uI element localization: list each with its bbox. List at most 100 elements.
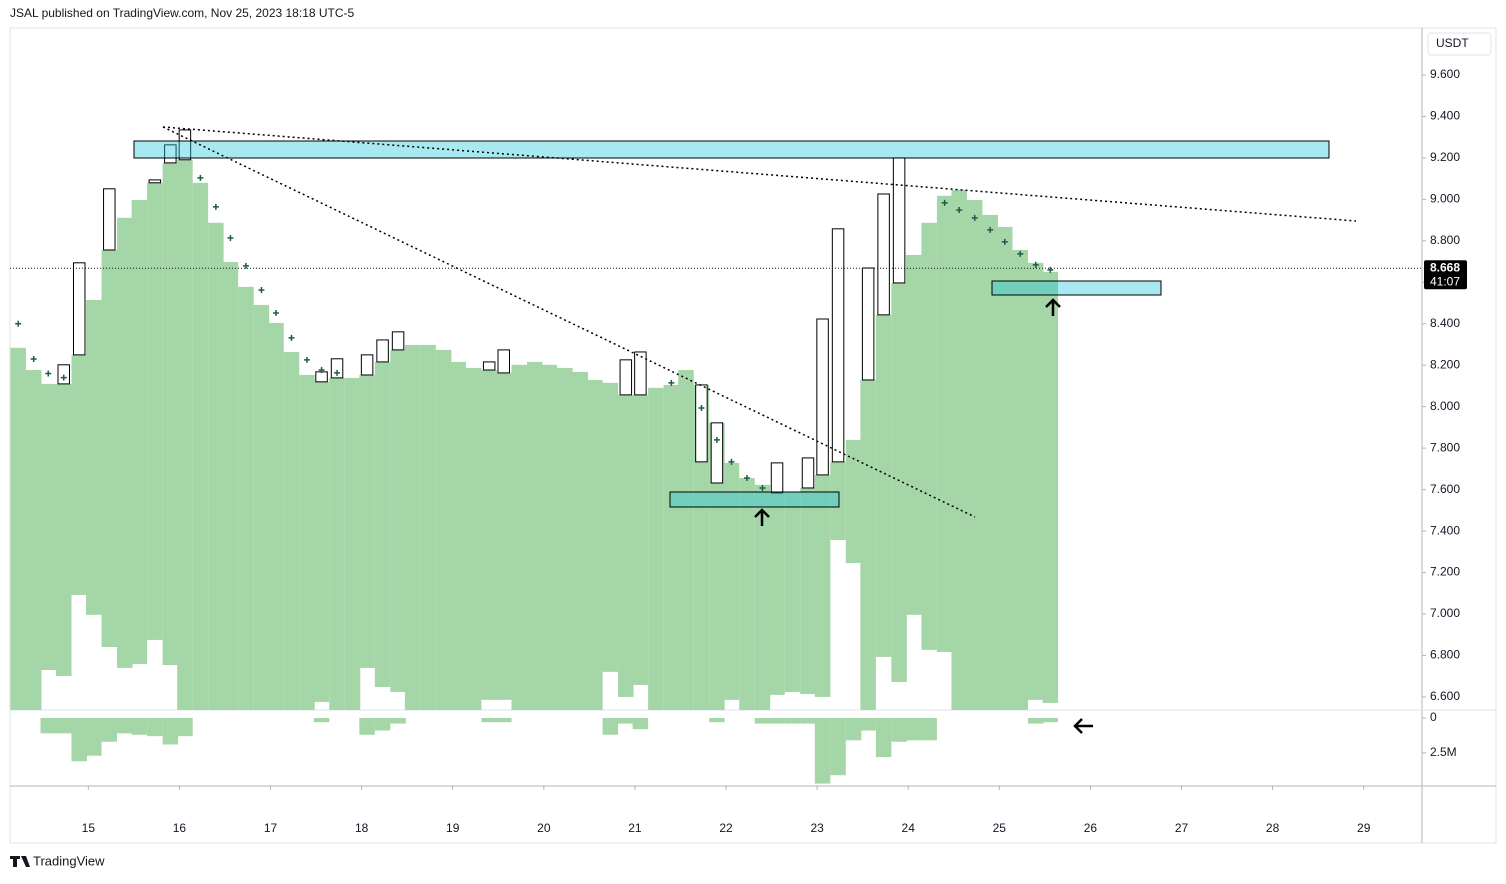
bar (723, 462, 740, 700)
bar (951, 189, 967, 711)
y-tick-label: 7.400 (1430, 523, 1460, 537)
hollow-candle (57, 364, 70, 385)
bar (784, 491, 801, 692)
y-tick-label: 9.400 (1430, 109, 1460, 123)
sar-dot (759, 484, 766, 491)
x-tick-label: 15 (82, 821, 96, 835)
bar (511, 364, 527, 710)
x-tick-label: 18 (355, 821, 369, 835)
bar (663, 384, 680, 710)
hollow-candle (360, 354, 374, 376)
sar-dot (303, 356, 310, 363)
bar (117, 217, 133, 668)
bar (131, 200, 148, 664)
bar (966, 200, 983, 710)
sar-dot (60, 374, 67, 381)
volume-bar (117, 718, 133, 734)
volume-bar (754, 718, 771, 724)
volume-bar (86, 718, 102, 756)
header-title: JSAL published on TradingView.com, Nov 2… (10, 6, 355, 20)
currency-box[interactable] (1427, 32, 1492, 56)
footer-brand: TradingView (33, 853, 105, 868)
hollow-candle (861, 267, 875, 381)
volume-bar (374, 718, 391, 731)
x-tick-label: 24 (902, 821, 916, 835)
bar (222, 261, 239, 710)
bar (329, 377, 345, 710)
sar-dot (728, 458, 735, 465)
plot: 6.600 6.800 7.000 7.200 7.400 7.600 7.800 8.000… (10, 67, 1460, 835)
currency: USDT (1436, 36, 1469, 50)
y-tick-label: 8.200 (1430, 357, 1460, 371)
hollow-candle (178, 129, 192, 161)
vol-tick-label: 2.5M (1430, 745, 1457, 759)
bar (481, 370, 497, 700)
bar (693, 384, 710, 710)
last-price-label: 8.668 (1430, 260, 1460, 274)
bar (162, 162, 179, 666)
arrow (754, 508, 770, 526)
volume-bar (1042, 718, 1059, 723)
bar (71, 354, 87, 595)
volume-bar (359, 718, 375, 735)
x-tick-label: 26 (1084, 821, 1098, 835)
bar (283, 351, 300, 710)
bar (359, 374, 375, 668)
volume-bar (905, 718, 922, 741)
sar-dot (698, 404, 705, 411)
volume-bar (496, 718, 512, 723)
drawings (133, 126, 1357, 734)
bar (921, 222, 937, 650)
bar (739, 478, 755, 710)
bar (404, 344, 421, 710)
bar (800, 487, 816, 695)
hollow-candle (877, 193, 890, 316)
bar (390, 349, 406, 692)
y-tick-label: 9.600 (1430, 67, 1460, 81)
sar-dot (30, 356, 37, 363)
bar (56, 383, 72, 676)
bar (648, 387, 664, 710)
volume-bar (131, 718, 148, 735)
hollow-candle (634, 351, 647, 396)
volume-bar (632, 718, 649, 730)
sar-dot (1017, 250, 1024, 257)
volume-bar (71, 718, 87, 762)
x-tick-label: 28 (1266, 821, 1280, 835)
hollow-candle (816, 318, 829, 476)
volume-bar (845, 718, 862, 741)
volume-bar (814, 718, 831, 784)
volume-bar (390, 718, 406, 724)
hollow-candle (103, 188, 116, 251)
sar-dot (334, 369, 341, 376)
bar (602, 382, 619, 672)
bar (860, 379, 876, 710)
sar-dot (227, 234, 234, 241)
frame (9, 27, 1497, 844)
bar (450, 361, 466, 710)
sar-dot (1047, 266, 1054, 273)
sar-dot (242, 262, 249, 269)
hollow-candle (148, 179, 162, 184)
bar (435, 349, 452, 710)
bar (754, 484, 771, 710)
hollow-candle (831, 228, 845, 463)
bar (313, 381, 330, 702)
volume-bar (162, 718, 179, 745)
hollow-candle (619, 359, 633, 396)
bar (268, 322, 284, 710)
bar (344, 377, 361, 710)
volume-bar (784, 718, 801, 724)
bar (875, 314, 892, 657)
volume-bar (40, 718, 57, 734)
bar (496, 372, 512, 700)
volume-bar (769, 718, 785, 724)
sar-dot (288, 334, 295, 341)
sar-dot (273, 309, 280, 316)
volume-bar (481, 718, 497, 723)
x-tick-label: 20 (537, 821, 551, 835)
bar (238, 286, 254, 710)
sar-dot (318, 367, 325, 373)
bar (632, 394, 649, 685)
zone (133, 140, 1330, 159)
